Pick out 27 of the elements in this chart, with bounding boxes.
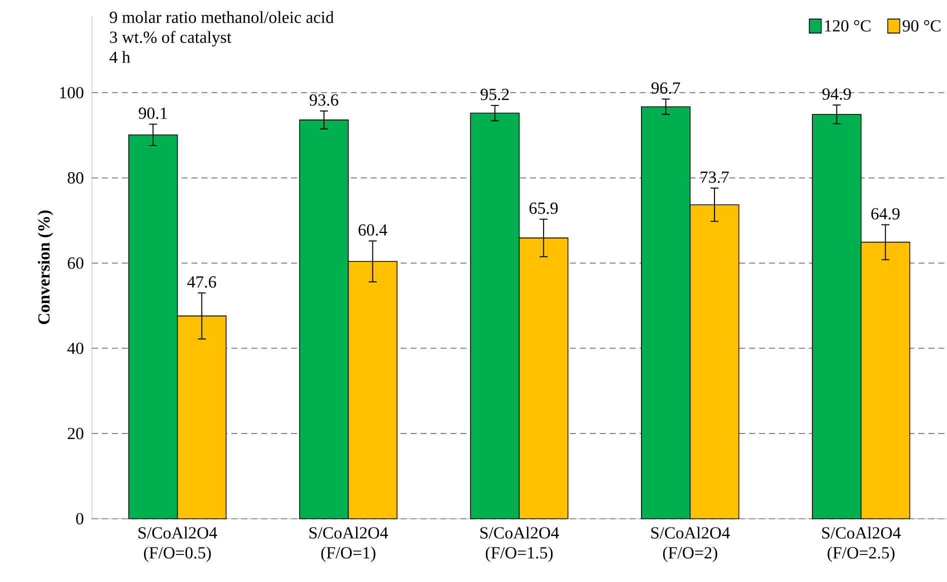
data-label: 94.9	[822, 88, 851, 100]
y-tick-label: 40	[67, 342, 84, 354]
y-tick-label: 100	[60, 87, 84, 99]
y-tick-label: 0	[76, 513, 84, 525]
annotation: 4 h	[110, 51, 130, 63]
y-tick-label: 60	[68, 258, 84, 269]
data-label: 64.9	[871, 208, 900, 220]
data-label: 65.9	[530, 202, 558, 214]
y-tick-label: 80	[68, 172, 84, 184]
data-label: 93.6	[310, 94, 338, 106]
data-label: 60.4	[358, 224, 388, 236]
legend-label: 120 °C	[825, 20, 870, 32]
annotation: 3 wt.% of catalyst	[110, 31, 232, 47]
data-label: 47.6	[187, 276, 216, 288]
annotation: 9 molar ratio methanol/oleic acid	[110, 11, 334, 24]
y-axis-title: Conversion (%)	[38, 210, 54, 324]
x-tick-label: S/CoAl2O4 (F/O=2.5)	[822, 526, 901, 562]
data-label: 73.7	[700, 172, 729, 184]
y-tick-label: 20	[68, 428, 84, 440]
legend-label: 90 °C	[902, 20, 940, 32]
x-tick-label: S/CoAl2O4 (F/O=2)	[651, 526, 730, 562]
data-label: 95.2	[480, 88, 509, 100]
x-tick-label: S/CoAl2O4 (F/O=1)	[309, 526, 388, 562]
x-tick-label: S/CoAl2O4 (F/O=1.5)	[480, 526, 559, 562]
x-tick-label: S/CoAl2O4 (F/O=0.5)	[138, 526, 218, 562]
data-label: 90.1	[138, 108, 167, 120]
data-label: 96.7	[652, 82, 680, 94]
